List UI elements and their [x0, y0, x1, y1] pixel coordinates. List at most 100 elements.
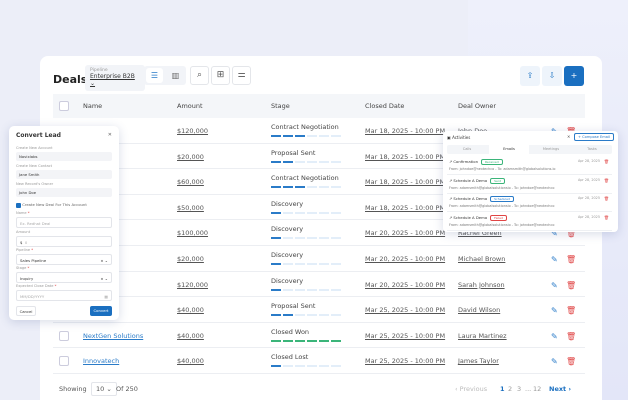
search-icon[interactable]: ⌕: [190, 66, 209, 85]
pipeline-label: Pipeline: [90, 68, 108, 73]
board-view-icon[interactable]: ▥: [171, 71, 180, 80]
delete-icon[interactable]: 🗑: [566, 280, 577, 290]
col-name[interactable]: Name: [83, 102, 103, 110]
closed-date: Mar 20, 2025 - 10:00 PM: [365, 255, 446, 263]
stage-progress-segment: [283, 365, 293, 368]
page-2[interactable]: 2: [508, 385, 513, 393]
email-item[interactable]: ↗ Schedule A Demo Sent From: adamsmith@gl…: [447, 176, 612, 194]
next-button[interactable]: Next: [549, 385, 567, 393]
closed-date: Mar 20, 2025 - 10:00 PM: [365, 229, 446, 238]
row-checkbox[interactable]: [59, 356, 69, 367]
stage-progress: [271, 263, 341, 265]
delete-icon[interactable]: 🗑: [566, 306, 577, 316]
stage-progress-segment: [307, 237, 317, 240]
stage-progress-segment: [319, 237, 329, 240]
email-item[interactable]: ↗ Schedule A Demo Scheduled From: adamsmi…: [447, 194, 612, 212]
table-row[interactable]: nics $120,000 Discovery Mar 20, 2025 - 1…: [53, 272, 585, 298]
compose-email-button[interactable]: + Compose Email: [573, 133, 614, 141]
convert-button[interactable]: Convert: [90, 306, 112, 316]
delete-icon[interactable]: 🗑: [603, 214, 609, 220]
stage-progress: [271, 288, 341, 291]
delete-icon[interactable]: 🗑: [603, 177, 609, 183]
activity-tabs: Calls Emails Meetings Tasks: [447, 145, 612, 154]
list-view-icon[interactable]: ☰: [146, 68, 163, 83]
close-date-input[interactable]: MM/DD/YYYY ▦: [16, 290, 112, 301]
email-item[interactable]: ↗ Confirmation Received From: johndoe@nex…: [447, 157, 612, 175]
clear-chevron-icon[interactable]: × ⌄: [100, 258, 108, 263]
deal-owner[interactable]: Sarah Johnson: [458, 280, 505, 289]
stage-progress-segment: [307, 160, 317, 163]
edit-icon[interactable]: ✎: [551, 357, 558, 367]
col-amount[interactable]: Amount: [177, 102, 203, 110]
closed-date: Mar 25, 2025 - 10:00 PM: [365, 331, 446, 340]
col-stage[interactable]: Stage: [271, 102, 290, 110]
edit-icon[interactable]: ✎: [551, 229, 558, 239]
stage-progress: [271, 211, 341, 214]
deal-name-link[interactable]: Innovatech: [83, 357, 120, 366]
export-icon[interactable]: ⇩: [542, 66, 562, 86]
previous-button[interactable]: Previous: [459, 385, 488, 393]
cancel-button[interactable]: Cancel: [16, 306, 36, 316]
deal-owner[interactable]: David Wilson: [458, 306, 501, 315]
page-3[interactable]: 3: [517, 385, 522, 393]
clear-chevron-icon[interactable]: × ⌄: [100, 276, 108, 281]
deal-stage: Proposal Sent: [271, 148, 316, 157]
owner-field[interactable]: John Doe: [16, 188, 112, 197]
stage-progress-segment: [295, 160, 305, 163]
tab-tasks[interactable]: Tasks: [587, 147, 597, 151]
create-deal-checkbox[interactable]: [16, 202, 21, 208]
pipeline-field[interactable]: Sales Pipeline × ⌄: [16, 254, 112, 265]
stage-progress-segment: [331, 314, 341, 317]
edit-icon[interactable]: ✎: [551, 280, 558, 290]
stage-progress-segment: [295, 288, 305, 291]
col-closed-date[interactable]: Closed Date: [365, 102, 405, 110]
delete-icon[interactable]: 🗑: [603, 196, 609, 201]
select-all-checkbox[interactable]: [59, 101, 69, 111]
row-checkbox[interactable]: [59, 330, 69, 341]
tab-meetings[interactable]: Meetings: [542, 147, 560, 151]
edit-icon[interactable]: ✎: [551, 255, 558, 264]
deal-owner[interactable]: Michael Brown: [458, 255, 506, 263]
table-row[interactable]: NextGen Solutions $40,000 Closed Won Mar…: [53, 323, 585, 349]
table-row[interactable]: $40,000 Proposal Sent Mar 25, 2025 - 10:…: [53, 297, 585, 323]
email-icon: ↗: [449, 214, 453, 220]
email-item[interactable]: ↗ Schedule A Demo Failed From: adamsmith@…: [447, 213, 612, 231]
delete-icon[interactable]: 🗑: [566, 357, 577, 367]
deal-owner[interactable]: Laura Martinez: [458, 331, 507, 340]
page-1[interactable]: 1: [500, 385, 505, 393]
stage-field[interactable]: Inquiry × ⌄: [16, 272, 112, 283]
delete-icon[interactable]: 🗑: [566, 331, 577, 341]
tab-emails[interactable]: Emails: [489, 145, 529, 154]
calendar-icon[interactable]: ▦: [104, 294, 108, 299]
edit-icon[interactable]: ✎: [551, 331, 558, 341]
delete-icon[interactable]: 🗑: [566, 255, 577, 264]
deal-stage: Proposal Sent: [271, 302, 316, 311]
deal-name-link[interactable]: NextGen Solutions: [83, 331, 144, 340]
page-12[interactable]: 12: [533, 385, 542, 393]
amount-input[interactable]: $ 0: [16, 236, 112, 247]
close-icon[interactable]: ✕: [107, 132, 112, 138]
tab-calls[interactable]: Calls: [462, 147, 472, 151]
deal-name-input[interactable]: Ex. Redhat Deal: [16, 217, 112, 228]
delete-icon[interactable]: 🗑: [566, 229, 577, 239]
table-row[interactable]: e $20,000 Discovery Mar 20, 2025 - 10:00…: [53, 246, 585, 272]
pipeline-select[interactable]: Pipeline Enterprise B2B ⌄: [85, 65, 145, 91]
close-icon[interactable]: ✕: [567, 134, 571, 139]
delete-icon[interactable]: 🗑: [603, 159, 609, 164]
contact-field[interactable]: Jane Smith: [16, 170, 112, 179]
contact-label: Create New Contact: [16, 164, 53, 168]
col-deal-owner[interactable]: Deal Owner: [458, 102, 497, 110]
deal-stage: Discovery: [271, 225, 304, 234]
table-row[interactable]: Innovatech $40,000 Closed Lost Mar 25, 2…: [53, 348, 585, 374]
deal-owner[interactable]: James Taylor: [458, 357, 499, 366]
per-page-select[interactable]: 10 ⌄: [91, 382, 117, 396]
add-widget-icon[interactable]: ⊞: [211, 66, 230, 85]
filter-icon[interactable]: ⚌: [232, 66, 251, 85]
stage-progress-segment: [295, 339, 305, 342]
edit-icon[interactable]: ✎: [551, 306, 558, 316]
deal-owner[interactable]: Rachel Green: [458, 229, 502, 238]
import-icon[interactable]: ⇪: [520, 66, 540, 86]
account-field[interactable]: Novixlabs: [16, 152, 112, 161]
table-header: Name Amount Stage Closed Date Deal Owner: [53, 94, 585, 118]
add-deal-button[interactable]: +: [564, 66, 584, 86]
